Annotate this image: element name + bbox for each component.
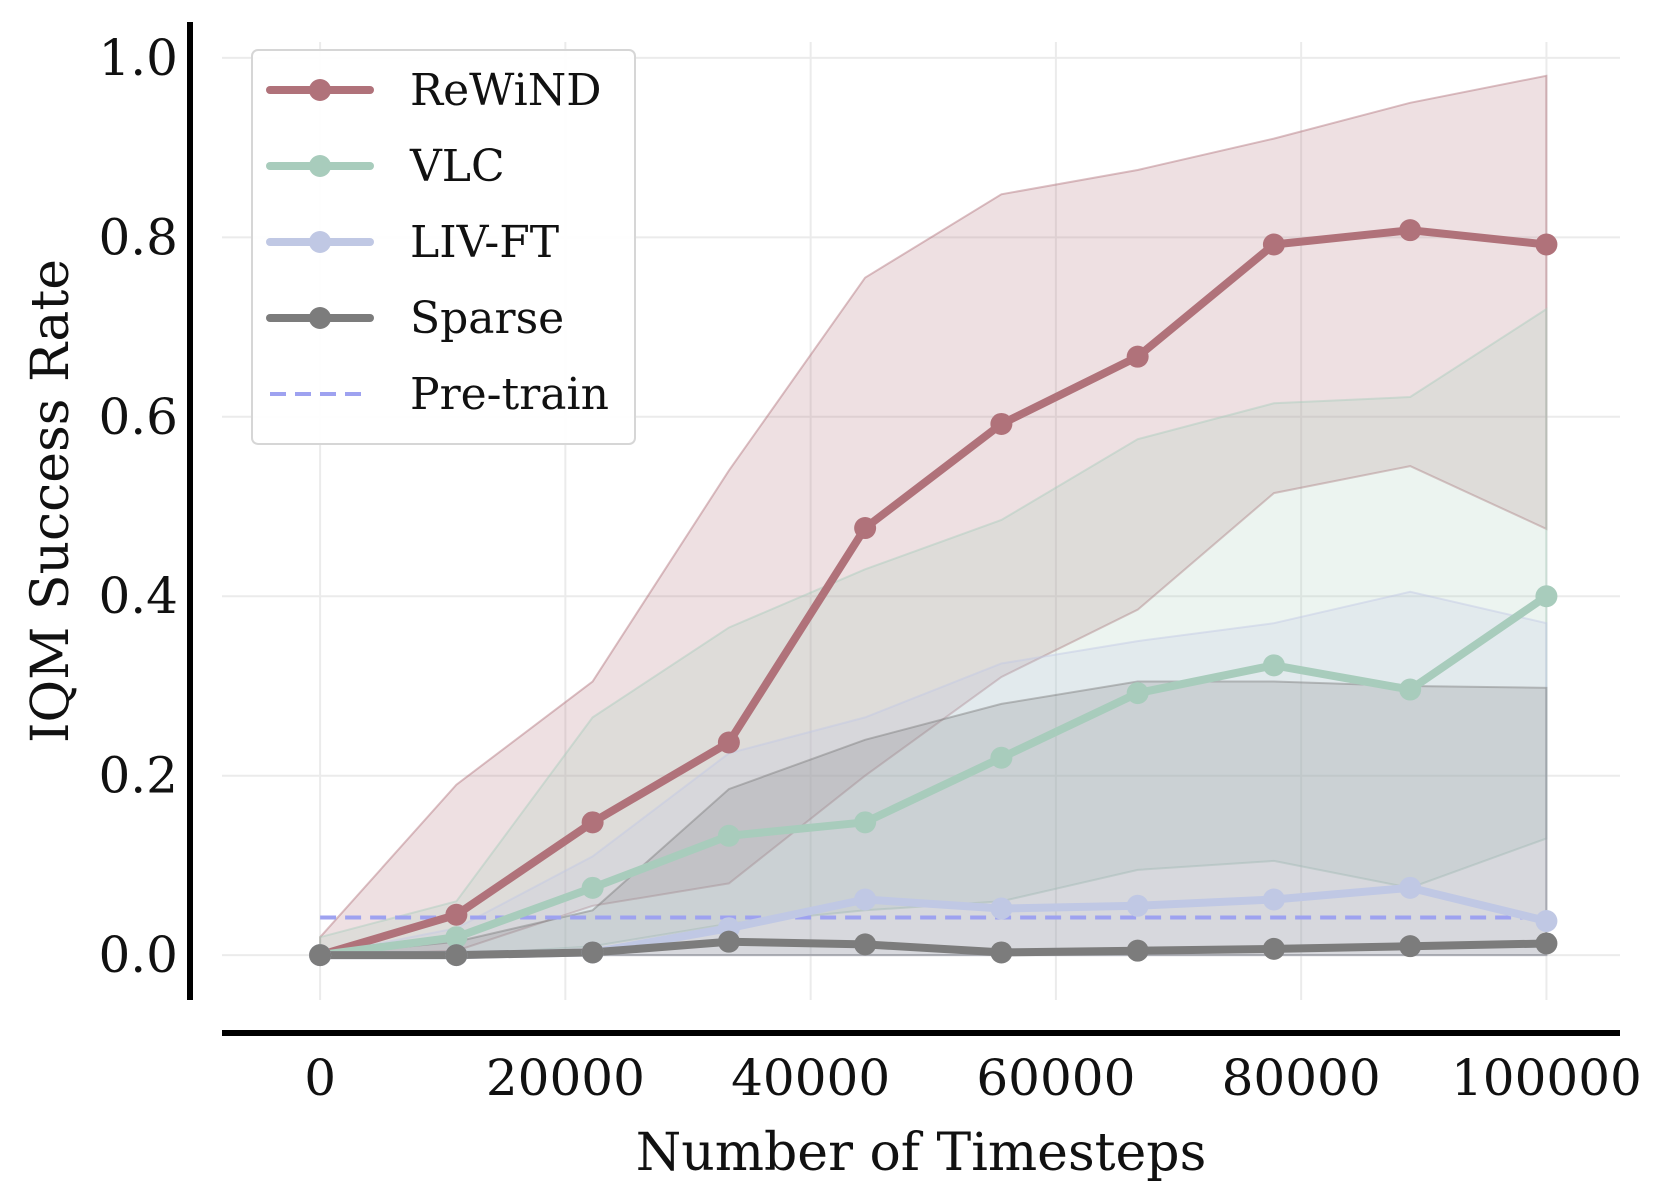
data-point [1262, 937, 1285, 960]
data-point [445, 944, 468, 967]
series-points [309, 219, 1558, 967]
x-tick-label: 20000 [486, 1049, 645, 1107]
data-point [1126, 682, 1149, 705]
data-point [990, 941, 1013, 964]
confidence-band [319, 74, 1548, 957]
legend-label: ReWiND [410, 65, 601, 116]
data-point [1535, 585, 1558, 608]
y-tick-label: 0.4 [98, 567, 178, 625]
data-point [990, 897, 1013, 920]
series-line [316, 592, 1551, 960]
x-axis-title: Number of Timesteps [636, 1123, 1207, 1183]
legend-label: LIV-FT [410, 217, 559, 268]
data-point [1399, 935, 1422, 958]
data-point [445, 903, 468, 926]
data-point [990, 412, 1013, 435]
legend-swatch-marker [309, 155, 331, 177]
y-tick-label: 0.2 [98, 747, 178, 805]
data-point [717, 731, 740, 754]
x-tick-label: 60000 [976, 1049, 1135, 1107]
confidence-band [319, 590, 1548, 957]
data-point [854, 888, 877, 911]
x-tick-label: 80000 [1222, 1049, 1381, 1107]
data-point [854, 933, 877, 956]
x-tick-label: 40000 [731, 1049, 890, 1107]
data-point [717, 930, 740, 953]
x-tick-label: 100000 [1451, 1049, 1642, 1107]
confidence-band [320, 680, 1548, 957]
data-point [990, 746, 1013, 769]
legend-swatch-marker [309, 79, 331, 101]
data-point [581, 811, 604, 834]
data-point [581, 941, 604, 964]
data-point [1535, 910, 1558, 933]
data-point [1399, 219, 1422, 242]
legend-swatch-marker [309, 231, 331, 253]
data-point [581, 876, 604, 899]
legend-box [251, 49, 636, 445]
data-point [854, 517, 877, 540]
data-point [1535, 932, 1558, 955]
legend-swatch-marker [309, 307, 331, 329]
data-point [854, 811, 877, 834]
axes [187, 22, 1620, 1036]
y-tick-label: 1.0 [98, 29, 178, 87]
series-lines [316, 226, 1551, 960]
confidence-band [319, 307, 1548, 957]
data-point [1262, 888, 1285, 911]
y-tick-label: 0.6 [98, 388, 178, 446]
data-point [1399, 876, 1422, 899]
series-line [316, 937, 1551, 960]
y-tick-label: 0.0 [98, 926, 178, 984]
data-point [1126, 345, 1149, 368]
data-point [445, 926, 468, 949]
y-axis-title: IQM Success Rate [21, 259, 81, 743]
data-point [1399, 678, 1422, 701]
x-tick-label: 0 [304, 1049, 336, 1107]
legend-label: Sparse [410, 293, 564, 344]
data-point [309, 944, 332, 967]
legend-label: VLC [409, 141, 505, 192]
data-point [717, 824, 740, 847]
data-point [1262, 233, 1285, 256]
data-point [1126, 894, 1149, 917]
data-point [1126, 939, 1149, 962]
tick-labels: 0 20000 40000 60000 80000 100000 0.0 0.2 0.4 0.6 0… [98, 29, 1641, 1107]
series-line [316, 226, 1551, 960]
axis-titles: Number of Timesteps IQM Success Rate [21, 259, 1206, 1183]
data-point [1262, 654, 1285, 677]
data-point [1535, 233, 1558, 256]
legend-label: Pre-train [410, 369, 609, 420]
confidence-bands [319, 74, 1548, 957]
y-tick-label: 0.8 [98, 208, 178, 266]
legend: ReWiND VLC LIV-FT Sparse Pre-train [251, 49, 636, 445]
